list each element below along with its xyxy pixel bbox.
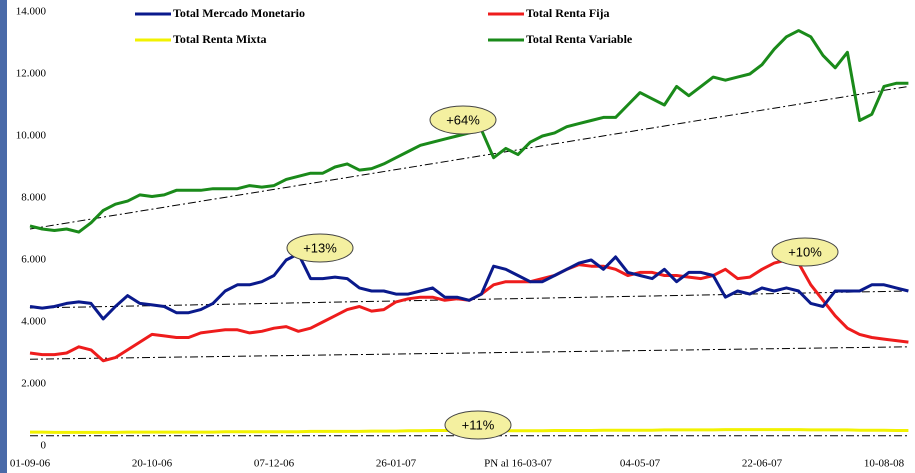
y-tick-label: 2.000: [21, 378, 46, 390]
series-line: [29, 258, 909, 363]
y-tick-label: 12.000: [16, 68, 47, 80]
x-tick-label: 10-08-08: [864, 458, 905, 470]
y-tick-label: 4.000: [21, 316, 46, 328]
trend-line: [29, 346, 909, 360]
annotation: +10%: [788, 244, 822, 259]
x-tick-label: 20-10-06: [132, 458, 173, 470]
series-line: [29, 252, 909, 321]
x-tick-label: PN al 16-03-07: [484, 458, 552, 470]
trend-line: [29, 85, 909, 230]
y-tick-label: 10.000: [16, 130, 47, 142]
side-strip: [0, 0, 7, 473]
annotation: +13%: [303, 240, 337, 255]
annotation-bubble: [286, 233, 354, 263]
annotation-bubble: [444, 410, 512, 440]
annotation: +11%: [462, 417, 495, 432]
annotation-bubble: [429, 105, 497, 135]
x-tick-label: 22-06-07: [742, 458, 783, 470]
x-tick-label: 26-01-07: [376, 458, 417, 470]
x-tick-label: 04-05-07: [620, 458, 661, 470]
x-tick-label: 01-09-06: [10, 458, 51, 470]
y-tick-label: 14.000: [16, 6, 47, 18]
x-tick-label: 07-12-06: [254, 458, 295, 470]
annotation: +64%: [446, 112, 480, 127]
y-tick-label: 0: [41, 440, 47, 452]
legend-label: Total Renta Fija: [526, 6, 610, 20]
annotation-bubble: [771, 237, 839, 267]
legend-label: Total Renta Variable: [526, 32, 633, 46]
y-tick-label: 6.000: [21, 254, 46, 266]
legend-label: Total Mercado Monetario: [173, 6, 305, 20]
legend-label: Total Renta Mixta: [173, 32, 267, 46]
y-tick-label: 8.000: [21, 192, 46, 204]
